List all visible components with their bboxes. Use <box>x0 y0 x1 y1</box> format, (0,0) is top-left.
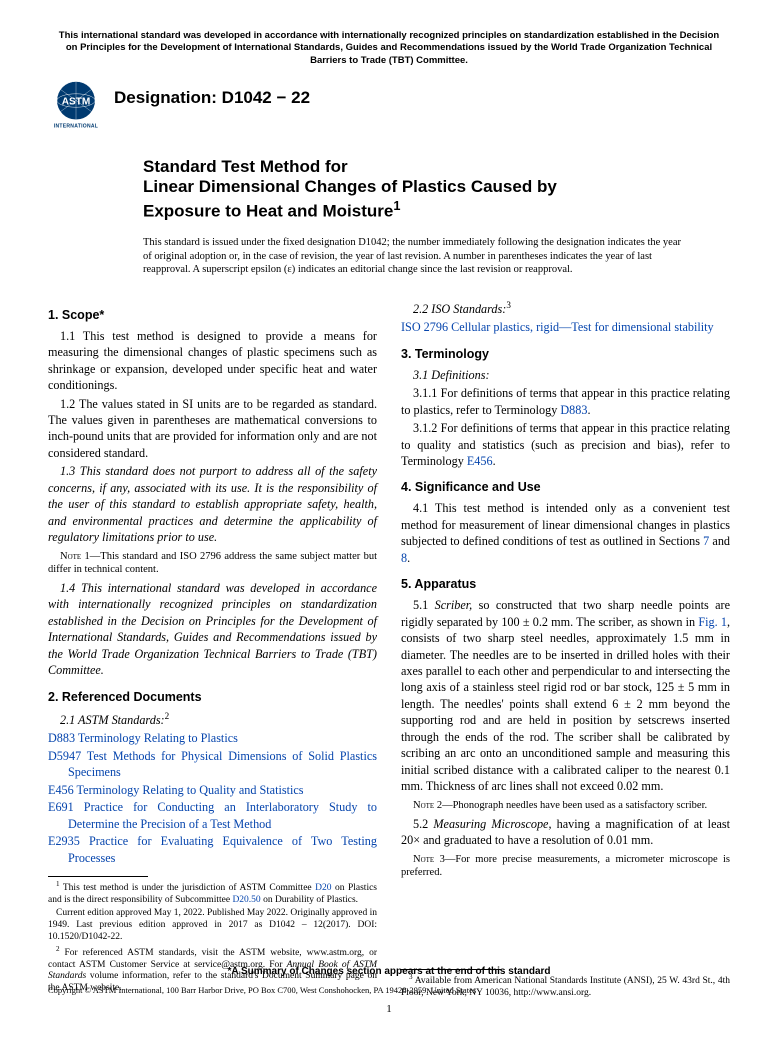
para-3-1-2: 3.1.2 For definitions of terms that appe… <box>401 420 730 469</box>
title-line-3: Exposure to Heat and Moisture1 <box>143 198 730 222</box>
issue-note: This standard is issued under the fixed … <box>143 236 730 277</box>
ref-e691: E691 Practice for Conducting an Interlab… <box>48 799 377 832</box>
section-4-head: 4. Significance and Use <box>401 479 730 496</box>
copyright-line: Copyright © ASTM International, 100 Barr… <box>48 985 730 996</box>
title-block: Standard Test Method for Linear Dimensio… <box>143 157 730 222</box>
sec-2-2-label: 2.2 ISO Standards:3 <box>401 299 730 318</box>
designation-text: Designation: D1042 − 22 <box>114 87 310 110</box>
summary-notice: *A Summary of Changes section appears at… <box>48 965 730 979</box>
section-1-head: 1. Scope* <box>48 307 377 324</box>
astm-logo: ASTM INTERNATIONAL <box>48 77 104 133</box>
section-5-head: 5. Apparatus <box>401 576 730 593</box>
left-column: 1. Scope* 1.1 This test method is design… <box>48 297 377 1001</box>
para-1-4: 1.4 This international standard was deve… <box>48 580 377 679</box>
para-3-1-1: 3.1.1 For definitions of terms that appe… <box>401 385 730 418</box>
section-2-head: 2. Referenced Documents <box>48 689 377 706</box>
para-5-1: 5.1 Scriber, so constructed that two sha… <box>401 597 730 795</box>
page-number: 1 <box>48 1002 730 1017</box>
footnote-1b: Current edition approved May 1, 2022. Pu… <box>48 908 377 944</box>
para-4-1: 4.1 This test method is intended only as… <box>401 500 730 566</box>
svg-text:ASTM: ASTM <box>62 96 91 107</box>
ref-d5947: D5947 Test Methods for Physical Dimensio… <box>48 748 377 781</box>
right-column: 2.2 ISO Standards:3 ISO 2796 Cellular pl… <box>401 297 730 1001</box>
footnote-separator-left <box>48 876 148 877</box>
note-2: Note 2—Phonograph needles have been used… <box>401 799 730 812</box>
para-1-3: 1.3 This standard does not purport to ad… <box>48 463 377 545</box>
title-line-1: Standard Test Method for <box>143 157 730 177</box>
ref-d883: D883 Terminology Relating to Plastics <box>48 730 377 746</box>
ref-e456: E456 Terminology Relating to Quality and… <box>48 782 377 798</box>
header-row: ASTM INTERNATIONAL Designation: D1042 − … <box>48 77 730 133</box>
top-notice: This international standard was develope… <box>48 30 730 67</box>
para-1-1: 1.1 This test method is designed to prov… <box>48 328 377 394</box>
note-1: Note 1—This standard and ISO 2796 addres… <box>48 550 377 576</box>
sec-2-1-label: 2.1 ASTM Standards:2 <box>48 710 377 729</box>
page-footer: *A Summary of Changes section appears at… <box>48 965 730 1017</box>
svg-text:INTERNATIONAL: INTERNATIONAL <box>54 123 98 129</box>
para-5-2: 5.2 Measuring Microscope, having a magni… <box>401 816 730 849</box>
title-line-2: Linear Dimensional Changes of Plastics C… <box>143 177 730 197</box>
sec-3-1-label: 3.1 Definitions: <box>401 367 730 383</box>
note-3: Note 3—For more precise measurements, a … <box>401 853 730 879</box>
footnote-1: 1 This test method is under the jurisdic… <box>48 880 377 907</box>
section-3-head: 3. Terminology <box>401 346 730 363</box>
page-container: This international standard was develope… <box>0 0 778 1041</box>
ref-e2935: E2935 Practice for Evaluating Equivalenc… <box>48 833 377 866</box>
ref-iso2796: ISO 2796 Cellular plastics, rigid—Test f… <box>401 319 730 335</box>
para-1-2: 1.2 The values stated in SI units are to… <box>48 396 377 462</box>
columns: 1. Scope* 1.1 This test method is design… <box>48 297 730 1001</box>
